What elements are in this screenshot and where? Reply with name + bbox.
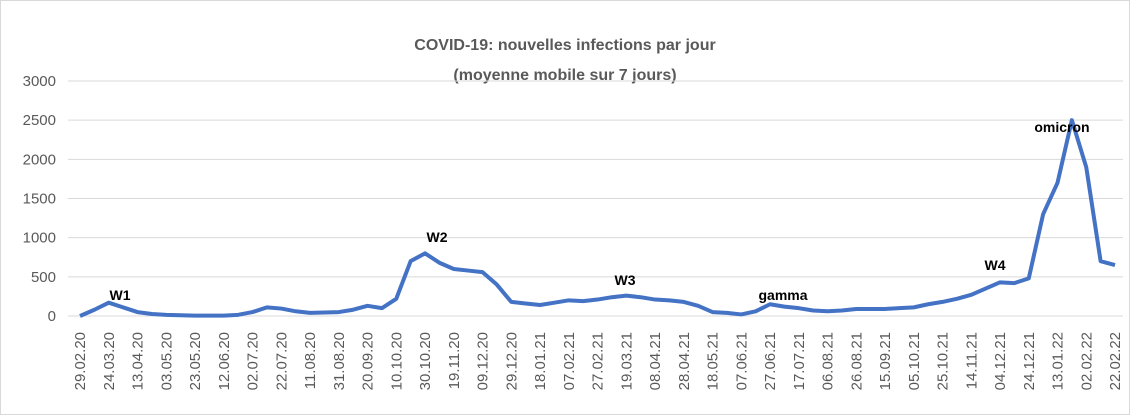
x-tick-label: 11.08.20 [302,332,319,389]
x-tick-label: 10.10.20 [388,332,405,390]
chart-subtitle: (moyenne mobile sur 7 jours) [453,67,676,84]
x-tick-label: 13.04.20 [130,332,147,390]
x-tick-label: 22.02.22 [1107,332,1124,390]
chart-title: COVID-19: nouvelles infections par jour [414,37,715,54]
annotation: W3 [615,272,636,288]
annotation: omicron [1034,119,1089,135]
x-tick-label: 06.08.21 [820,332,837,390]
x-tick-label: 24.03.20 [101,332,118,390]
x-tick-label: 26.08.21 [848,332,865,390]
x-tick-label: 20.09.20 [360,332,377,390]
y-tick-label: 3000 [23,73,56,90]
x-tick-label: 18.01.21 [532,332,549,390]
y-tick-label: 0 [48,308,56,325]
annotation: W2 [427,229,448,245]
x-tick-label: 04.12.21 [992,332,1009,390]
x-tick-label: 24.12.21 [1021,332,1038,390]
x-tick-label: 28.04.21 [676,332,693,390]
annotation: W1 [110,287,131,303]
x-tick-label: 13.01.22 [1050,332,1067,390]
x-tick-label: 05.10.21 [906,332,923,390]
x-tick-label: 29.02.20 [72,332,89,390]
x-tick-label: 18.05.21 [705,332,722,390]
y-tick-label: 1000 [23,230,56,247]
x-tick-label: 25.10.21 [935,332,952,390]
x-tick-label: 17.07.21 [791,332,808,390]
data-line [79,118,1116,318]
x-tick-label: 19.03.21 [618,332,635,390]
y-tick-label: 2000 [23,151,56,168]
x-tick-label: 15.09.21 [877,332,894,390]
x-tick-label: 12.06.20 [216,332,233,390]
x-tick-label: 03.05.20 [158,332,175,390]
y-tick-label: 1500 [23,191,56,208]
x-tick-label: 07.02.21 [561,332,578,390]
x-tick-label: 30.10.20 [417,332,434,390]
annotation: gamma [758,287,807,303]
x-tick-label: 02.07.20 [245,332,262,390]
x-tick-label: 09.12.20 [475,332,492,390]
x-tick-label: 07.06.21 [733,332,750,390]
x-tick-label: 29.12.20 [503,332,520,390]
x-tick-label: 08.04.21 [647,332,664,390]
x-tick-label: 22.07.20 [273,332,290,390]
x-tick-label: 31.08.20 [331,332,348,390]
x-tick-label: 14.11.21 [963,332,980,389]
annotation: W4 [985,257,1006,273]
x-tick-label: 02.02.22 [1078,332,1095,390]
x-tick-label: 27.02.21 [590,332,607,390]
x-tick-label: 27.06.21 [762,332,779,390]
y-tick-label: 500 [31,269,56,286]
y-tick-label: 2500 [23,112,56,129]
x-tick-label: 19.11.20 [446,332,463,389]
x-tick-label: 23.05.20 [187,332,204,390]
